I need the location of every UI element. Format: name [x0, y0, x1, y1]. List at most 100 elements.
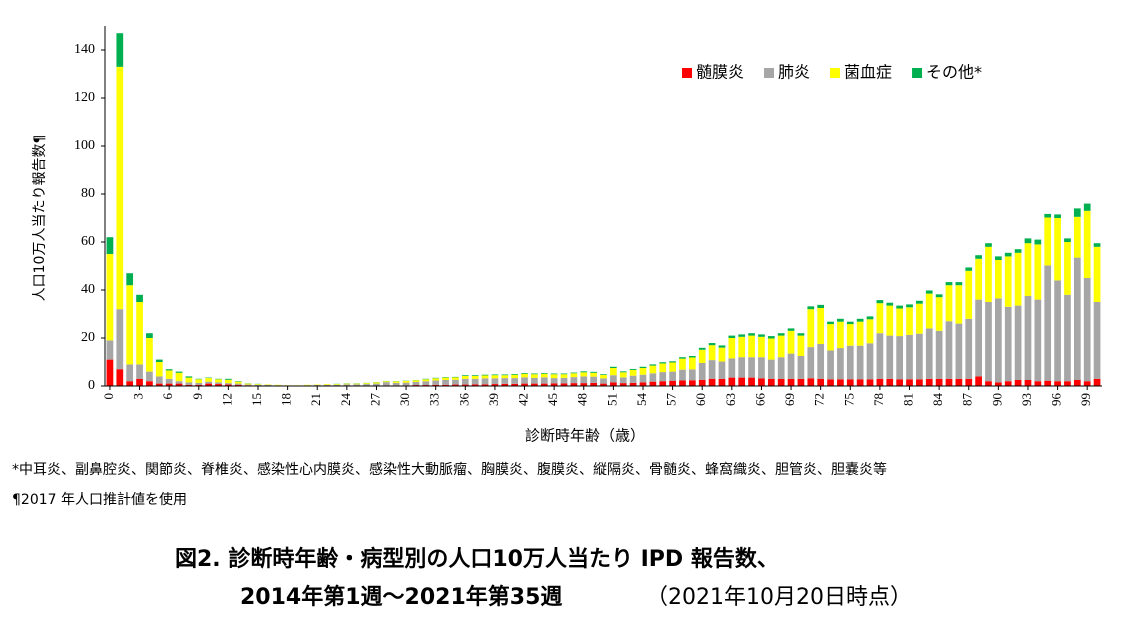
bar-segment [708, 345, 716, 361]
bar-segment [748, 333, 755, 336]
bar-segment [225, 384, 232, 386]
bar-segment [1034, 381, 1042, 386]
bar-segment [422, 381, 430, 386]
legend-swatch [830, 68, 841, 78]
bar-segment [916, 300, 923, 304]
bar-segment [629, 382, 637, 386]
x-tick-label: 60 [693, 393, 708, 406]
bar-segment [708, 378, 716, 386]
bar-segment [481, 375, 489, 379]
bar-segment [817, 378, 825, 386]
y-tick-label: 120 [74, 90, 95, 105]
bar-segment [965, 270, 973, 319]
bar-segment [234, 383, 242, 385]
bar-segment [146, 338, 153, 372]
bar-segment [521, 373, 528, 378]
bar-segment [758, 336, 765, 358]
caption: （2021年10月20日時点） [646, 585, 912, 610]
bar-segment [165, 378, 173, 384]
bar-segment [994, 256, 1002, 260]
bar-segment [580, 372, 588, 377]
bar-segment [531, 383, 538, 386]
bar-segment [590, 376, 597, 383]
bar-segment [225, 379, 232, 384]
bar-segment [837, 379, 844, 386]
bar-segment [452, 377, 459, 380]
bar-segment [580, 376, 588, 384]
bar-segment [728, 338, 736, 359]
bar-segment [461, 378, 469, 385]
bar-segment [501, 383, 509, 386]
bar-segment [777, 335, 785, 358]
bar-segment [945, 378, 953, 386]
bar-segment [965, 378, 973, 386]
bar-segment [610, 368, 617, 376]
bar-segment [442, 384, 449, 386]
bar-segment [698, 379, 706, 386]
bar-segment [896, 379, 903, 386]
bar-segment [827, 379, 834, 386]
bar-segment [846, 345, 854, 380]
bar-segment [126, 381, 134, 386]
bar-segment [1004, 256, 1012, 307]
bar-segment [748, 335, 755, 358]
x-tick-label: 99 [1078, 393, 1093, 406]
bar-segment [560, 373, 568, 375]
bar-segment [896, 308, 903, 337]
bar-segment [422, 379, 430, 382]
bar-segment [827, 321, 834, 325]
bar-segment [679, 380, 686, 386]
x-tick-label: 66 [752, 393, 767, 407]
bar-segment [688, 356, 696, 358]
bar-segment [1073, 216, 1081, 258]
bar-segment [550, 373, 558, 375]
bar-segment [531, 377, 538, 384]
bar-segment [521, 383, 528, 386]
bar-segment [600, 378, 607, 384]
bar-segment [748, 357, 755, 378]
x-tick-label: 15 [249, 393, 264, 406]
bar-segment [1044, 380, 1052, 386]
bar-segment [817, 308, 825, 344]
bar-segment [175, 372, 183, 382]
bar-segment [432, 384, 440, 386]
bar-segment [738, 336, 746, 358]
bar-segment [461, 375, 469, 376]
legend-label: 肺炎 [778, 63, 810, 82]
bar-segment [688, 369, 696, 381]
bar-segment [195, 382, 203, 385]
bar-segment [659, 372, 667, 382]
bar-segment [146, 381, 153, 386]
bar-segment [1083, 278, 1091, 382]
bar-segment [935, 297, 943, 331]
bar-segment [728, 377, 736, 386]
bar-segment [126, 273, 134, 286]
bar-segment [758, 378, 765, 386]
bar-segment [590, 382, 597, 386]
bar-segment [1083, 210, 1091, 278]
footnote: ¶2017 年人口推計値を使用 [12, 491, 187, 508]
bar-segment [698, 349, 706, 363]
bar-segment [1044, 265, 1052, 381]
bar-segment [1034, 239, 1042, 245]
x-tick-label: 72 [812, 393, 827, 406]
bar-segment [669, 371, 676, 381]
bar-segment [343, 384, 351, 386]
legend-swatch [682, 68, 692, 78]
x-tick-label: 3 [131, 393, 146, 400]
bar-segment [728, 335, 736, 338]
bar-segment [1054, 280, 1061, 382]
bar-segment [146, 371, 153, 382]
bar-segment [748, 377, 755, 386]
bar-segment [225, 383, 232, 385]
bar-segment [975, 299, 982, 377]
bar-segment [896, 305, 903, 309]
bar-segment [1014, 252, 1022, 306]
bar-segment [1083, 203, 1091, 211]
bar-segment [807, 309, 815, 348]
bar-segment [106, 237, 114, 254]
bar-segment [935, 378, 943, 386]
bar-segment [580, 371, 588, 373]
bar-segment [975, 258, 982, 300]
bar-segment [629, 368, 637, 370]
